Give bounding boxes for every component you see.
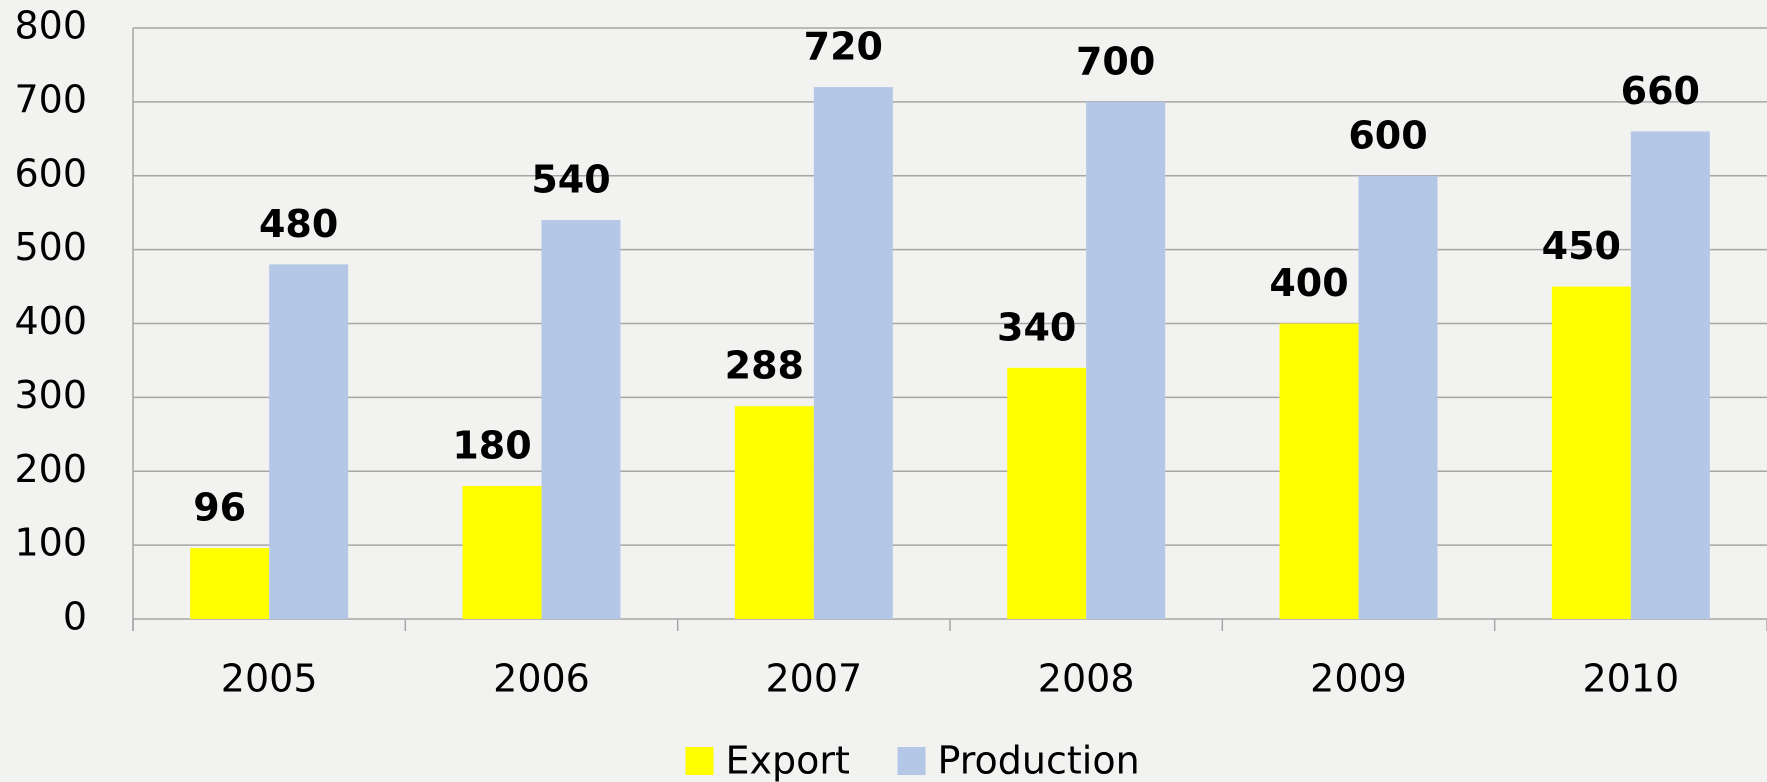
legend-swatch [898, 747, 926, 775]
data-label: 660 [1621, 69, 1700, 113]
x-tick-label: 2006 [493, 657, 590, 701]
bar [542, 220, 621, 619]
x-tick-label: 2008 [1038, 657, 1135, 701]
bar [463, 486, 542, 619]
bar [1007, 368, 1086, 619]
data-label: 96 [193, 486, 246, 530]
data-label: 540 [531, 158, 610, 202]
legend-swatch [686, 747, 714, 775]
x-tick-label: 2010 [1582, 657, 1679, 701]
bar [1552, 287, 1631, 619]
y-tick-label: 400 [14, 299, 87, 343]
y-tick-label: 700 [14, 77, 87, 121]
x-tick-label: 2009 [1310, 657, 1407, 701]
y-tick-label: 600 [14, 151, 87, 195]
legend-label: Production [938, 739, 1140, 782]
x-tick-label: 2007 [765, 657, 862, 701]
bar [814, 87, 893, 619]
y-tick-label: 800 [14, 4, 87, 48]
bar [735, 406, 814, 619]
x-tick-label: 2005 [221, 657, 318, 701]
data-label: 700 [1076, 39, 1155, 83]
data-label: 480 [259, 202, 338, 246]
legend-label: Export [726, 739, 850, 782]
bar [1086, 102, 1165, 619]
y-tick-label: 0 [63, 595, 87, 639]
data-label: 400 [1269, 261, 1348, 305]
y-tick-label: 300 [14, 373, 87, 417]
bar [269, 264, 348, 619]
y-tick-label: 200 [14, 447, 87, 491]
data-label: 720 [804, 25, 883, 69]
bar [1359, 176, 1438, 619]
data-label: 600 [1348, 113, 1427, 157]
page: {"chart_data": {"type": "bar", "categori… [0, 0, 1767, 782]
bar [190, 548, 269, 619]
bar [1280, 324, 1359, 620]
data-label: 450 [1542, 224, 1621, 268]
data-label: 288 [725, 344, 804, 388]
y-tick-label: 500 [14, 225, 87, 269]
data-label: 340 [997, 305, 1076, 349]
y-tick-label: 100 [14, 521, 87, 565]
bar [1631, 131, 1710, 619]
data-label: 180 [452, 424, 531, 468]
chart: 0 100 200 300 400 500 600 700 800 2005 96 480 2006 18… [0, 0, 1767, 782]
